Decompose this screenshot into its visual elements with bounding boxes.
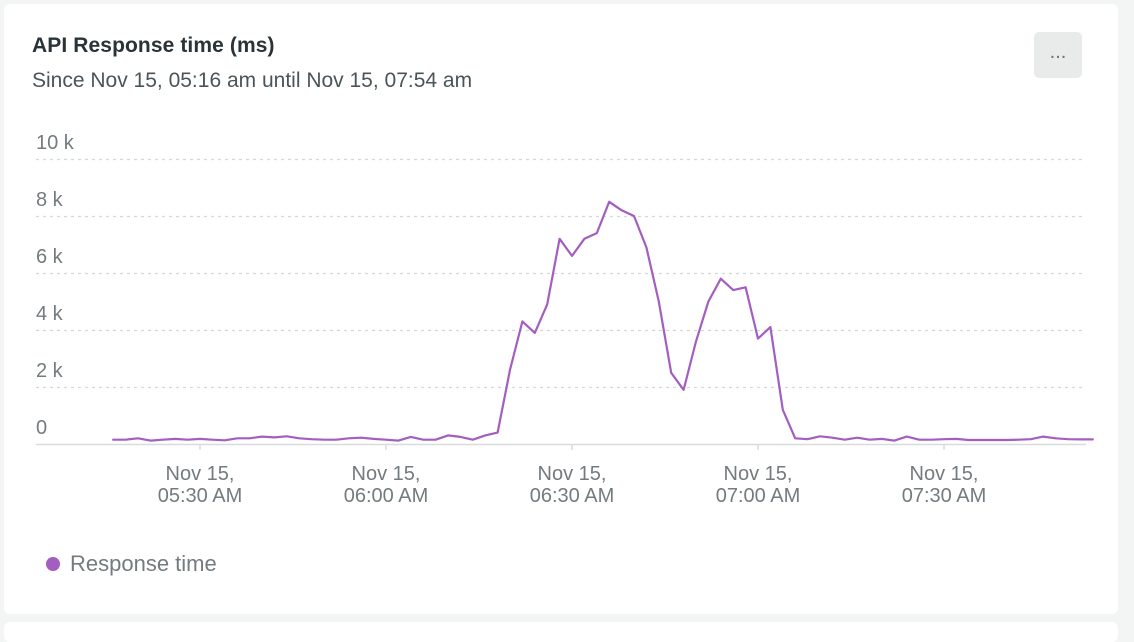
more-options-button[interactable]: ...	[1034, 32, 1082, 78]
x-tick-label-line2: 06:30 AM	[530, 485, 615, 507]
legend-swatch	[46, 557, 60, 571]
x-tick-label-line2: 06:00 AM	[344, 485, 429, 507]
ellipsis-icon: ...	[1049, 41, 1067, 63]
y-tick-label: 8 k	[36, 189, 64, 211]
chart-card	[4, 4, 1118, 614]
y-tick-label: 2 k	[36, 360, 64, 382]
y-tick-label: 4 k	[36, 303, 64, 325]
x-tick-label-line2: 07:00 AM	[716, 485, 801, 507]
x-tick-label-line1: 5,	[6, 463, 23, 485]
chart-title: API Response time (ms)	[32, 34, 275, 57]
x-tick-label-line1: Nov 15,	[910, 463, 979, 485]
x-tick-label-line2: 05:30 AM	[158, 485, 243, 507]
x-tick-label-line1: Nov 15,	[352, 463, 421, 485]
y-tick-label: 0	[36, 417, 47, 439]
y-tick-label: 10 k	[36, 132, 75, 154]
x-tick-label-line1: Nov 15,	[166, 463, 235, 485]
legend-label[interactable]: Response time	[70, 551, 217, 576]
x-tick-label-line2: 07:30 AM	[902, 485, 987, 507]
y-tick-label: 6 k	[36, 246, 64, 268]
legend: Response time	[46, 550, 217, 578]
series-line-response-time	[112, 200, 1094, 442]
x-tick-label-line1: Nov 15,	[538, 463, 607, 485]
x-tick-label-line1: Nov 15,	[724, 463, 793, 485]
chart-subtitle: Since Nov 15, 05:16 am until Nov 15, 07:…	[32, 69, 473, 92]
x-tick-label-line2: AM	[0, 485, 29, 507]
